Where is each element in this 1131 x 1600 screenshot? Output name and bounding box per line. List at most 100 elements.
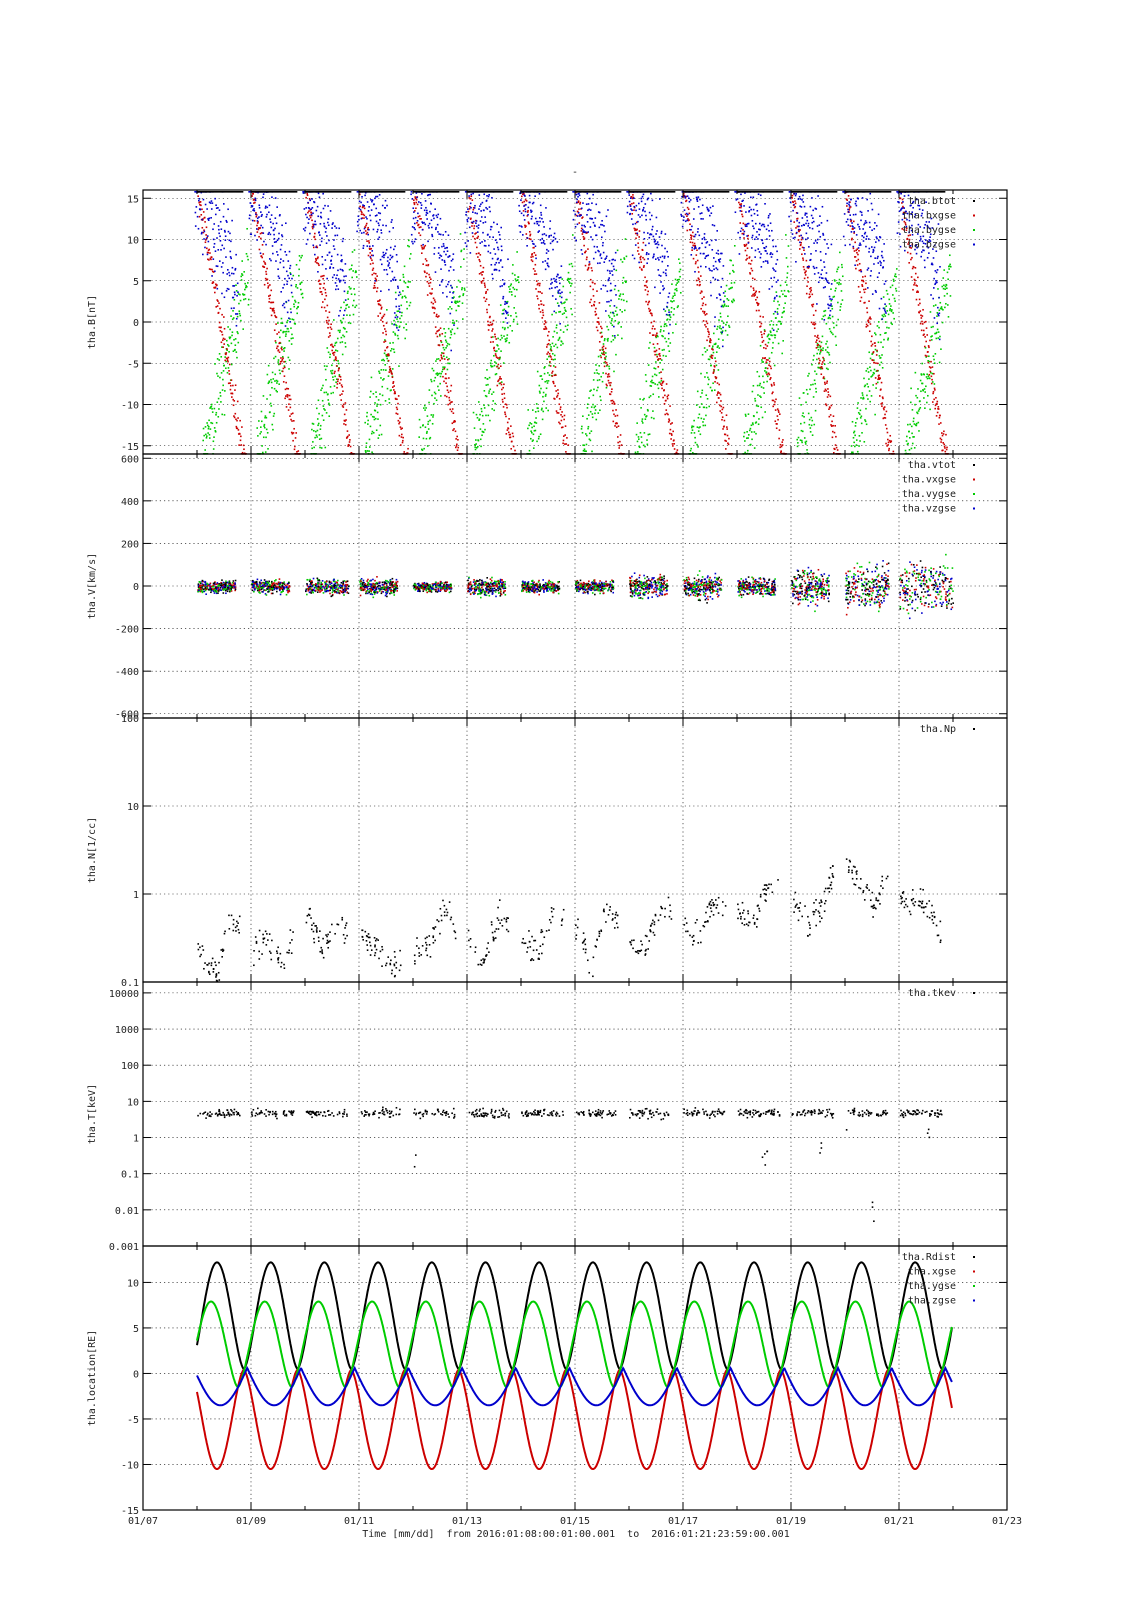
- bx-point: [615, 426, 618, 429]
- bz-point: [274, 217, 277, 219]
- bx-point: [500, 383, 503, 386]
- btot-point: [633, 191, 636, 193]
- by-point: [611, 318, 613, 320]
- by-point: [271, 371, 274, 374]
- by-point: [374, 409, 377, 412]
- btot-point: [278, 191, 281, 193]
- btot-point: [255, 191, 258, 193]
- by-point: [378, 434, 381, 437]
- bx-point: [473, 237, 476, 240]
- bz-point: [426, 218, 428, 220]
- btot-point: [360, 191, 362, 193]
- btot-point: [635, 191, 638, 193]
- bx-point: [449, 408, 452, 411]
- bx-point: [544, 325, 547, 328]
- bx-point: [264, 263, 267, 265]
- bz-point: [639, 216, 641, 218]
- by-point: [282, 347, 285, 350]
- bz-point: [420, 204, 423, 206]
- by-point: [663, 323, 666, 325]
- bx-point: [492, 319, 495, 322]
- bz-point: [385, 268, 388, 271]
- bz-point: [606, 269, 609, 272]
- bz-point: [235, 324, 238, 327]
- by-point: [666, 318, 669, 321]
- by-point: [562, 285, 565, 288]
- bx-point: [240, 435, 242, 438]
- btot-point: [702, 191, 705, 193]
- bx-point: [200, 214, 203, 216]
- bx-point: [424, 258, 427, 260]
- bz-point: [680, 201, 683, 204]
- bx-point: [287, 394, 289, 396]
- by-point: [781, 352, 784, 355]
- bx-point: [553, 398, 556, 400]
- bz-point: [266, 206, 269, 209]
- bx-point: [261, 244, 264, 246]
- bx-point: [660, 377, 663, 380]
- bx-point: [387, 353, 390, 355]
- by-point: [560, 340, 563, 343]
- bz-point: [539, 220, 541, 223]
- bz-point: [599, 254, 602, 257]
- bx-point: [344, 423, 347, 426]
- by-point: [726, 321, 728, 324]
- btot-point: [603, 191, 606, 193]
- bz-point: [650, 214, 653, 217]
- bz-point: [449, 266, 452, 268]
- by-point: [556, 346, 559, 349]
- bx-point: [313, 235, 316, 238]
- btot-point: [492, 191, 494, 193]
- btot-point: [593, 191, 595, 193]
- by-point: [381, 359, 383, 362]
- bx-point: [646, 286, 648, 289]
- bx-point: [320, 291, 323, 293]
- btot-point: [199, 191, 201, 193]
- bz-point: [376, 228, 379, 231]
- bx-point: [647, 301, 650, 304]
- bx-point: [654, 350, 657, 353]
- bz-point: [635, 204, 638, 207]
- bx-point: [767, 372, 770, 375]
- by-point: [438, 389, 440, 391]
- by-point: [484, 428, 486, 431]
- bz-point: [634, 222, 637, 225]
- by-point: [425, 437, 428, 440]
- bx-point: [471, 225, 473, 227]
- by-point: [652, 410, 654, 412]
- bx-point: [502, 406, 505, 408]
- bx-point: [619, 434, 622, 436]
- bx-point: [296, 450, 298, 453]
- by-point: [669, 318, 671, 321]
- by-point: [538, 384, 541, 387]
- by-point: [286, 321, 288, 324]
- bz-point: [660, 281, 662, 283]
- bz-point: [548, 287, 551, 290]
- btot-point: [608, 191, 610, 193]
- bz-point: [697, 196, 700, 198]
- bx-point: [551, 375, 554, 377]
- btot-point: [658, 191, 661, 193]
- bz-point: [367, 210, 370, 212]
- bx-point: [654, 353, 656, 356]
- by-point: [350, 268, 352, 270]
- bz-point: [715, 267, 718, 269]
- bz-point: [430, 203, 432, 205]
- by-point: [641, 418, 644, 420]
- by-point: [649, 384, 652, 387]
- bx-point: [665, 399, 667, 402]
- bz-point: [324, 259, 327, 261]
- by-point: [721, 304, 724, 307]
- bx-point: [707, 331, 710, 333]
- by-point: [761, 359, 763, 361]
- by-point: [582, 415, 584, 418]
- bx-point: [664, 413, 667, 416]
- bx-point: [280, 360, 283, 363]
- bx-point: [347, 435, 349, 438]
- bz-point: [268, 231, 270, 234]
- by-point: [711, 347, 714, 349]
- bx-point: [669, 423, 672, 425]
- by-point: [659, 362, 661, 364]
- bz-point: [769, 222, 772, 225]
- bx-point: [396, 398, 398, 401]
